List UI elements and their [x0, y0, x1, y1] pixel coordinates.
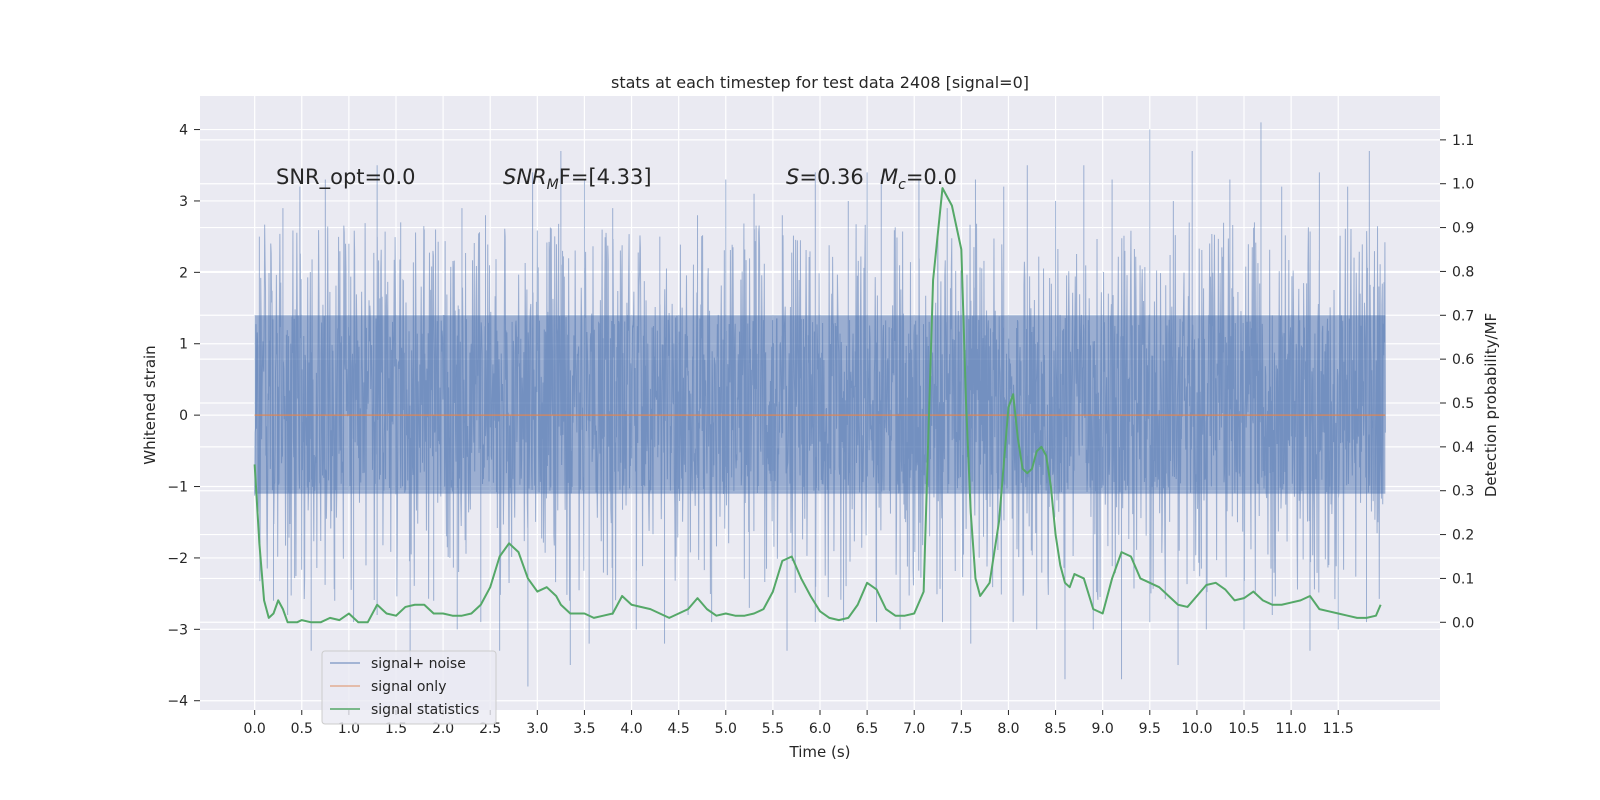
x-tick-label: 0.5: [291, 721, 313, 737]
x-tick-label: 9.0: [1092, 721, 1114, 737]
annotation-snr-mf: SNRMF=[4.33]: [503, 165, 652, 193]
signal-statistics-series: [253, 187, 1382, 624]
right-y-tick-label: 0.2: [1452, 528, 1474, 544]
right-y-tick-label: 0.3: [1452, 484, 1474, 500]
y-tick-label: 4: [179, 123, 188, 139]
x-tick-label: 2.5: [479, 721, 501, 737]
right-y-axis-label: Detection probability/MF: [1482, 313, 1500, 497]
x-tick-label: 7.5: [950, 721, 972, 737]
signal-noise-series: [254, 122, 1386, 687]
y-tick-label: 1: [179, 337, 188, 353]
x-tick-label: 3.5: [573, 721, 595, 737]
legend-label-signal-only: signal only: [371, 679, 446, 695]
annotation-mc-rest: =0.0: [906, 165, 957, 189]
x-tick-label: 3.0: [526, 721, 548, 737]
x-tick-label: 6.0: [809, 721, 831, 737]
right-y-tick-label: 1.0: [1452, 177, 1474, 193]
legend-label-signal-noise: signal+ noise: [371, 656, 466, 672]
x-tick-label: 7.0: [903, 721, 925, 737]
x-tick-label: 1.0: [338, 721, 360, 737]
right-y-tick-label: 0.5: [1452, 396, 1474, 412]
annotation-s-rest: =0.36: [799, 165, 863, 189]
x-tick-label: 9.5: [1139, 721, 1161, 737]
annotation-snr-mf-sub: M: [547, 177, 559, 193]
right-y-tick-label: 0.4: [1452, 440, 1474, 456]
y-tick-label: −2: [167, 551, 188, 567]
legend-frame: [321, 650, 497, 725]
x-tick-labels: 0.0 0.5 1.0 1.5 2.0 2.5 3.0 3.5 4.0 4.5 5.0 5.5 6.0 6…: [244, 710, 1354, 737]
annotation-snr-mf-rest: F=[4.33]: [559, 165, 652, 189]
x-tick-label: 5.0: [715, 721, 737, 737]
x-axis-label: Time (s): [789, 743, 851, 761]
legend: signal+ noise signal only signal statist…: [321, 650, 497, 725]
right-y-tick-label: 0.0: [1452, 615, 1474, 631]
x-tick-label: 11.5: [1323, 721, 1354, 737]
y-axis-label: Whitened strain: [141, 345, 159, 464]
x-tick-label: 0.0: [244, 721, 266, 737]
chart-title: stats at each timestep for test data 240…: [611, 73, 1029, 92]
right-y-tick-label: 0.1: [1452, 571, 1474, 587]
y-tick-label: −4: [167, 694, 188, 710]
x-tick-label: 8.5: [1044, 721, 1066, 737]
right-y-tick-label: 0.7: [1452, 308, 1474, 324]
x-tick-label: 11.0: [1276, 721, 1307, 737]
annotation-s-main: S: [786, 165, 799, 189]
annotation-mc-main: M: [880, 165, 898, 189]
right-y-tick-labels: 1.1 1.0 0.9 0.8 0.7 0.6 0.5 0.4 0.3 0.2 0.1 0.0: [1440, 133, 1474, 631]
right-y-tick-label: 0.8: [1452, 264, 1474, 280]
y-tick-labels: 4 3 2 1 0 −1 −2 −3 −4: [167, 123, 200, 710]
x-tick-label: 4.5: [668, 721, 690, 737]
y-tick-label: 3: [179, 194, 188, 210]
x-tick-label: 5.5: [762, 721, 784, 737]
annotation-snr-opt: SNR_opt=0.0: [276, 165, 416, 190]
y-tick-label: −1: [167, 480, 188, 496]
x-tick-label: 4.0: [620, 721, 642, 737]
annotation-mc: Mc=0.0: [880, 165, 957, 193]
y-tick-label: 2: [179, 265, 188, 281]
right-y-tick-label: 0.9: [1452, 221, 1474, 237]
x-tick-label: 2.0: [432, 721, 454, 737]
x-tick-label: 10.0: [1181, 721, 1212, 737]
annotation-s: S=0.36: [786, 165, 864, 189]
x-tick-label: 8.0: [997, 721, 1019, 737]
x-tick-label: 1.5: [385, 721, 407, 737]
y-tick-label: 0: [179, 408, 188, 424]
x-tick-label: 6.5: [856, 721, 878, 737]
legend-label-signal-statistics: signal statistics: [371, 702, 479, 718]
annotation-snr-mf-main: SNR: [503, 165, 547, 189]
annotation-mc-sub: c: [898, 177, 906, 193]
right-y-tick-label: 0.6: [1452, 352, 1474, 368]
signal-noise-line: [254, 122, 1386, 687]
x-tick-label: 10.5: [1228, 721, 1259, 737]
right-y-tick-label: 1.1: [1452, 133, 1474, 149]
y-tick-label: −3: [167, 622, 188, 638]
signal-statistics-line: [253, 187, 1382, 624]
annotations: SNR_opt=0.0 SNRMF=[4.33] S=0.36 Mc=0.0: [276, 165, 957, 193]
